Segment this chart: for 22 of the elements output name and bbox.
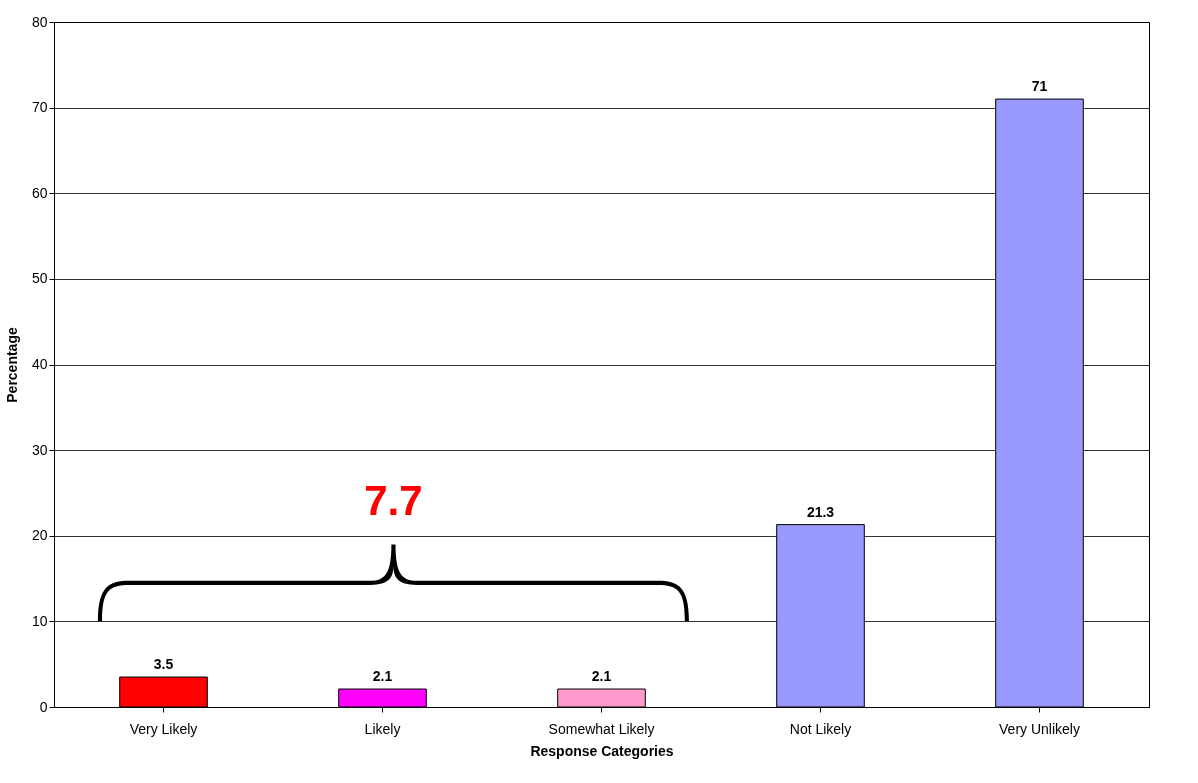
y-tick-label: 20 xyxy=(31,527,48,544)
x-tick-label: Very Likely xyxy=(129,720,198,737)
data-label: 3.5 xyxy=(153,656,174,673)
data-label: 21.3 xyxy=(806,503,835,520)
annotation: 7.7 xyxy=(364,476,423,524)
y-tick-label: 70 xyxy=(31,99,48,116)
y-axis-title: Percentage xyxy=(3,327,20,403)
x-tick-label: Very Unlikely xyxy=(999,720,1080,737)
y-tick-label: 80 xyxy=(31,13,48,30)
x-axis-title: Response Categories xyxy=(530,742,674,759)
y-tick-label: 0 xyxy=(39,698,48,715)
y-tick-label: 30 xyxy=(31,441,48,458)
y-tick-label: 40 xyxy=(31,356,48,372)
x-tick-label: Not Likely xyxy=(789,720,852,737)
y-tick-label: 10 xyxy=(31,612,48,629)
data-label: 2.1 xyxy=(372,668,393,685)
data-label: 2.1 xyxy=(591,668,612,685)
x-tick-label: Likely xyxy=(364,720,401,737)
y-tick-label: 50 xyxy=(31,270,48,287)
y-tick-label: 60 xyxy=(31,184,48,201)
x-tick-label: Somewhat Likely xyxy=(548,720,655,737)
data-label: 71 xyxy=(1031,78,1048,95)
